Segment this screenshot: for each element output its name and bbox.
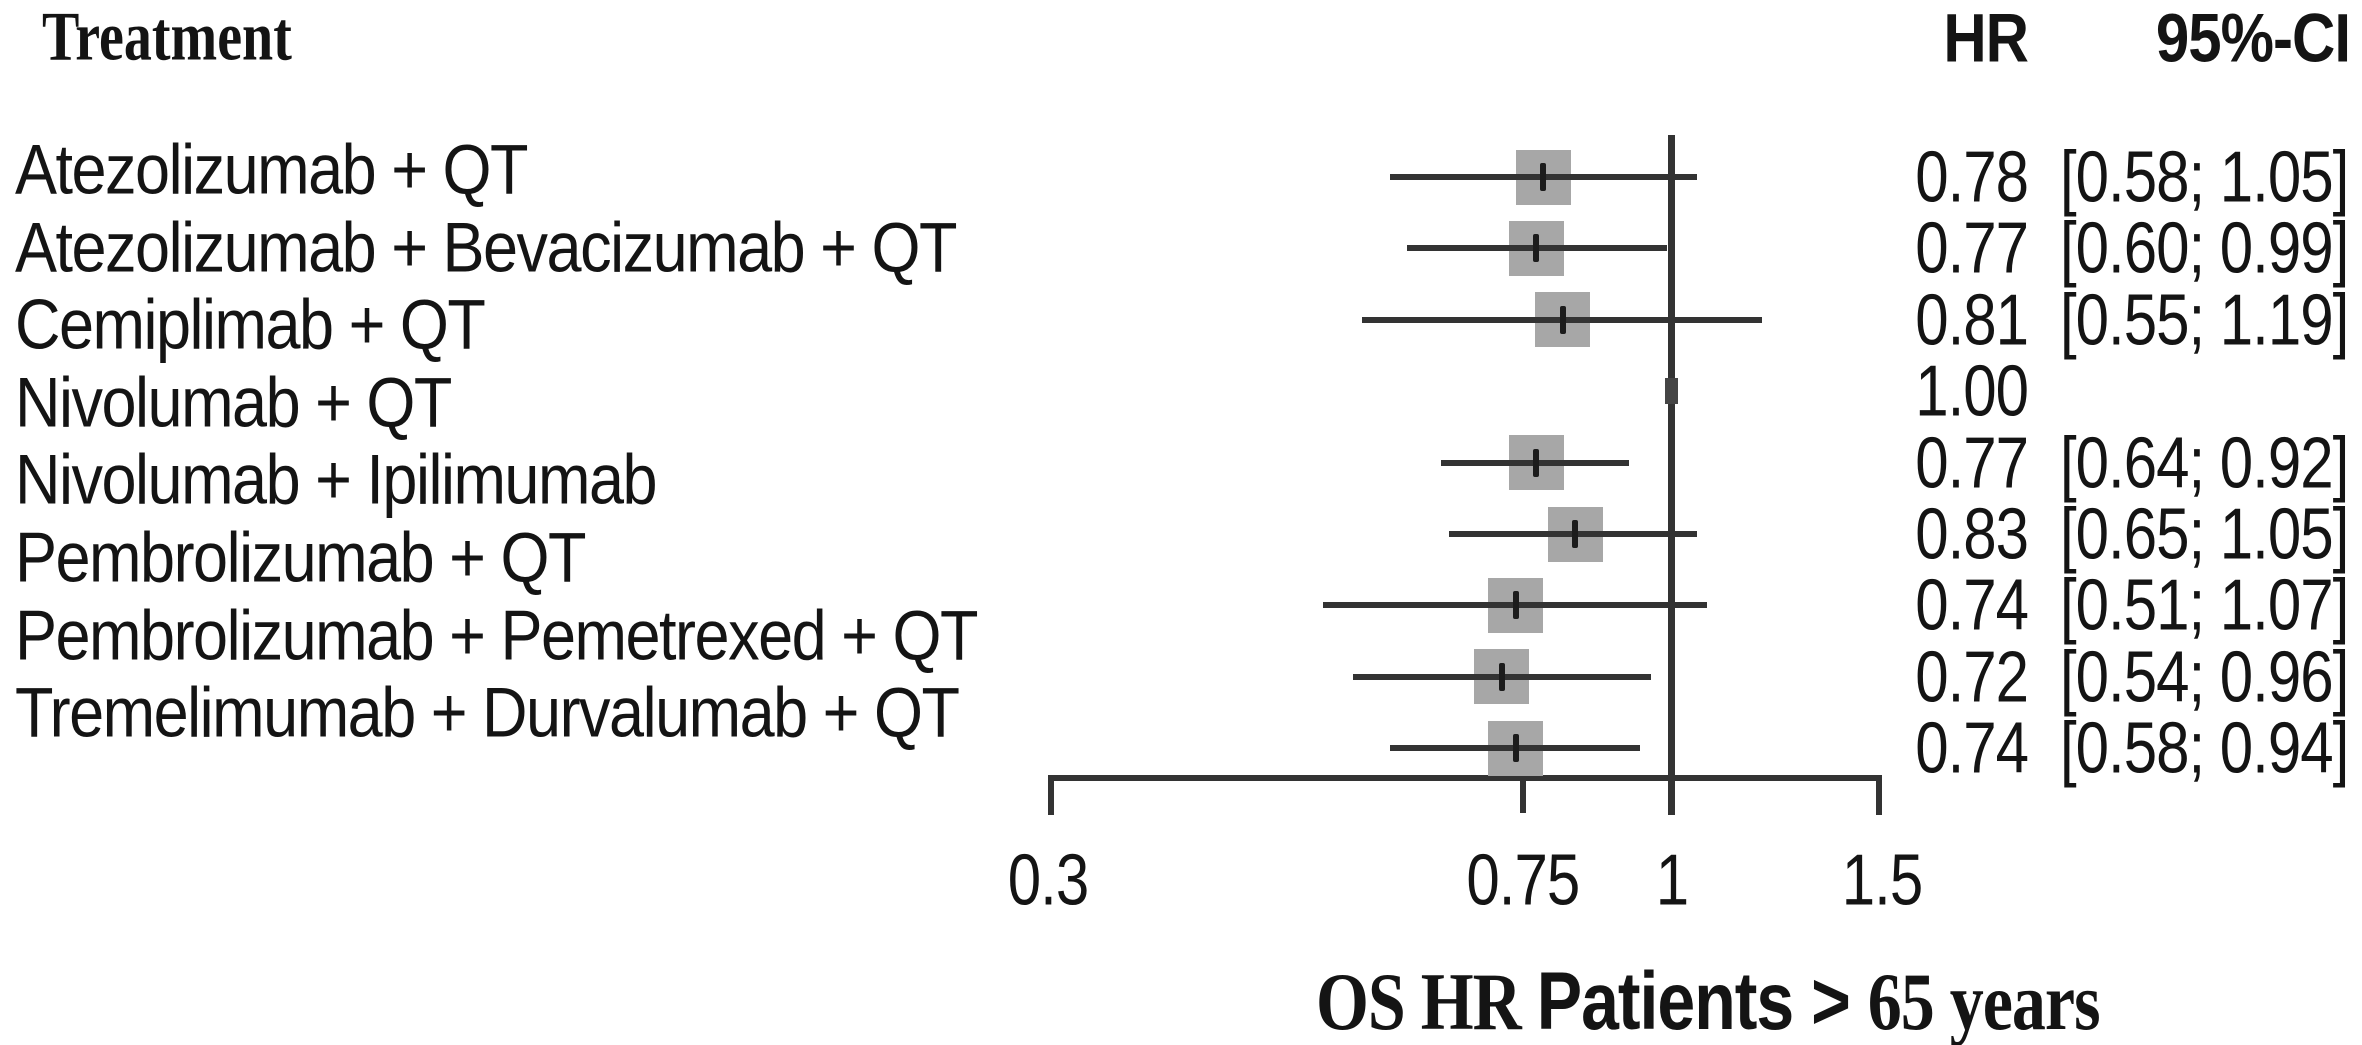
x-axis-end-tick — [1048, 778, 1054, 815]
x-axis-line — [1048, 775, 1882, 781]
hr-value: 1.00 — [1915, 350, 2029, 432]
hr-value: 0.83 — [1915, 493, 2029, 575]
ci-value: [0.65; 1.05] — [2060, 493, 2349, 575]
point-estimate-tick — [1512, 734, 1519, 763]
hr-value: 0.77 — [1915, 422, 2029, 503]
x-axis-tick-label: 1.5 — [1841, 839, 1923, 921]
point-estimate-tick — [1512, 591, 1519, 620]
treatment-row-label: Atezolizumab + Bevacizumab + QT — [15, 208, 957, 287]
hr-column-header: HR — [1943, 0, 2029, 77]
x-axis-tick-label: 0.3 — [1007, 839, 1089, 921]
point-estimate-tick — [1533, 234, 1540, 263]
point-estimate-tick — [1559, 305, 1566, 334]
hr-value: 0.77 — [1915, 208, 2029, 289]
ci-value: [0.64; 0.92] — [2060, 422, 2349, 503]
x-axis-title: OS HR Patients > 65 years — [1244, 861, 2101, 1045]
hr-value: 0.81 — [1915, 279, 2029, 360]
hr-value: 0.74 — [1915, 565, 2029, 646]
x-axis-tick-label: 0.75 — [1466, 839, 1580, 921]
x-axis-title-segment: Patients — [1536, 955, 1812, 1045]
treatment-row-label: Nivolumab + QT — [15, 363, 452, 442]
treatment-row-label: Tremelimumab + Durvalumab + QT — [15, 673, 960, 753]
x-axis-tick — [1519, 778, 1526, 813]
x-axis-title-segment: OS HR — [1316, 955, 1537, 1045]
treatment-row-label: Pembrolizumab + QT — [15, 518, 586, 598]
ci-value: [0.58; 0.94] — [2060, 707, 2349, 789]
treatment-row-label: Cemiplimab + QT — [15, 285, 486, 365]
treatment-row-label: Nivolumab + Ipilimumab — [15, 441, 658, 520]
treatment-row-label: Pembrolizumab + Pemetrexed + QT — [15, 596, 978, 675]
ci-value: [0.58; 1.05] — [2060, 136, 2349, 218]
reference-marker — [1665, 378, 1679, 405]
reference-line — [1668, 135, 1676, 815]
hr-value: 0.74 — [1915, 707, 2029, 789]
x-axis-title-segment: 65 years — [1867, 955, 2101, 1045]
ci-value: [0.55; 1.19] — [2060, 279, 2349, 360]
ci-value: [0.60; 0.99] — [2060, 208, 2349, 289]
point-estimate-tick — [1533, 448, 1540, 477]
hr-value: 0.72 — [1915, 636, 2029, 717]
treatment-row-label: Atezolizumab + QT — [15, 130, 528, 210]
hr-value: 0.78 — [1915, 136, 2029, 218]
ci-column-header: 95%-CI — [2155, 0, 2351, 77]
x-axis-end-tick — [1876, 778, 1882, 815]
ci-value: [0.54; 0.96] — [2060, 636, 2349, 717]
point-estimate-tick — [1572, 520, 1579, 548]
treatment-column-title: Treatment — [42, 0, 292, 76]
point-estimate-tick — [1498, 662, 1505, 691]
x-axis-tick-label: 1 — [1655, 839, 1689, 921]
x-axis-title-segment: > — [1811, 955, 1868, 1045]
point-estimate-tick — [1540, 163, 1547, 191]
ci-value: [0.51; 1.07] — [2060, 565, 2349, 646]
